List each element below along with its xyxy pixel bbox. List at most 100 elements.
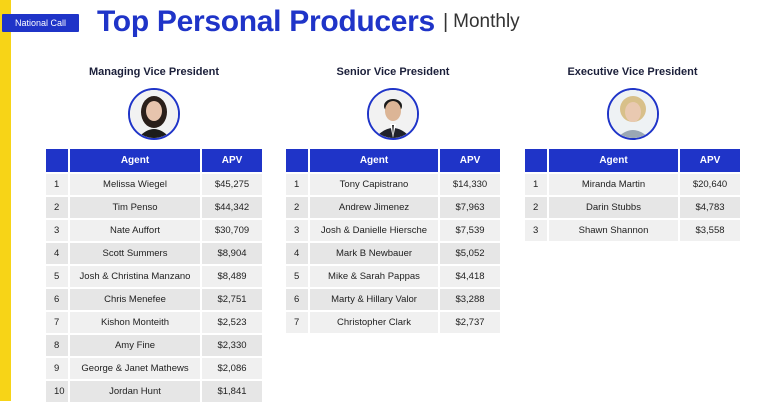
agent-cell: Andrew Jimenez [308,195,439,219]
rank-cell: 2 [525,195,548,219]
apv-cell: $2,751 [200,287,262,311]
table-row: 6 Marty & Hillary Valor $3,288 [286,287,500,311]
table-row: 1 Tony Capistrano $14,330 [286,172,500,196]
apv-cell: $2,330 [200,333,262,357]
apv-cell: $44,342 [200,195,262,219]
agent-cell: Nate Auffort [68,218,201,242]
agent-cell: Chris Menefee [68,287,201,311]
column-heading: Managing Vice President [88,66,219,78]
column-senior-vp: Senior Vice President Agent APV 1 Tony Ca… [286,62,500,333]
apv-cell: $20,640 [678,172,740,196]
apv-header: APV [200,149,262,173]
rank-cell: 3 [286,218,309,242]
avatar [367,88,419,140]
apv-cell: $2,086 [200,356,262,380]
apv-header: APV [678,149,740,173]
table-row: 1 Miranda Martin $20,640 [525,172,740,196]
agent-cell: Mike & Sarah Pappas [308,264,439,288]
apv-cell: $1,841 [200,379,262,402]
column-heading: Senior Vice President [336,66,450,78]
rank-cell: 9 [46,356,69,380]
agent-header: Agent [547,149,679,173]
table-row: 5 Mike & Sarah Pappas $4,418 [286,264,500,288]
title-main: Top Personal Producers [97,5,435,38]
table-row: 8 Amy Fine $2,330 [46,333,262,357]
agent-cell: Melissa Wiegel [68,172,201,196]
apv-cell: $5,052 [438,241,500,265]
apv-cell: $14,330 [438,172,500,196]
accent-bar [0,0,11,401]
apv-cell: $3,288 [438,287,500,311]
table-row: 3 Josh & Danielle Hiersche $7,539 [286,218,500,242]
agent-cell: Tim Penso [68,195,201,219]
table-row: 9 George & Janet Mathews $2,086 [46,356,262,380]
title-separator: | [442,10,449,33]
table-row: 7 Christopher Clark $2,737 [286,310,500,333]
agent-cell: Darin Stubbs [547,195,679,219]
title-subtitle: Monthly [453,11,520,32]
table-row: 5 Josh & Christina Manzano $8,489 [46,264,262,288]
agent-cell: Tony Capistrano [308,172,439,196]
avatar [606,88,659,140]
rank-cell: 1 [286,172,309,196]
agent-header: Agent [68,149,201,173]
rank-cell: 5 [286,264,309,288]
agent-cell: Miranda Martin [547,172,679,196]
rank-cell: 8 [46,333,69,357]
rank-header [525,149,548,173]
apv-cell: $4,783 [678,195,740,219]
page-title: Top Personal Producers | Monthly [97,2,520,42]
agent-cell: Josh & Danielle Hiersche [308,218,439,242]
agent-cell: Kishon Monteith [68,310,201,334]
agent-cell: Marty & Hillary Valor [308,287,439,311]
agent-cell: Shawn Shannon [547,218,679,241]
rank-cell: 3 [46,218,69,242]
rank-cell: 10 [46,379,69,402]
rank-cell: 7 [46,310,69,334]
rank-cell: 1 [46,172,69,196]
apv-cell: $8,489 [200,264,262,288]
table-row: 3 Nate Auffort $30,709 [46,218,262,242]
rank-cell: 7 [286,310,309,333]
rank-header [46,149,69,173]
rank-header [286,149,309,173]
apv-cell: $3,558 [678,218,740,241]
agent-cell: Amy Fine [68,333,201,357]
rank-cell: 2 [286,195,309,219]
rank-cell: 2 [46,195,69,219]
table-row: 1 Melissa Wiegel $45,275 [46,172,262,196]
table-row: 6 Chris Menefee $2,751 [46,287,262,311]
national-call-tag: National Call [2,14,79,32]
column-managing-vp: Managing Vice President Agent APV 1 Melis… [46,62,262,402]
rank-cell: 5 [46,264,69,288]
apv-cell: $30,709 [200,218,262,242]
apv-header: APV [438,149,500,173]
apv-cell: $7,963 [438,195,500,219]
table-row: 2 Tim Penso $44,342 [46,195,262,219]
apv-cell: $7,539 [438,218,500,242]
apv-cell: $8,904 [200,241,262,265]
agent-cell: Josh & Christina Manzano [68,264,201,288]
producers-table: Agent APV 1 Melissa Wiegel $45,275 2 Tim Pen… [46,149,262,402]
apv-cell: $4,418 [438,264,500,288]
agent-cell: Jordan Hunt [68,379,201,402]
rank-cell: 4 [286,241,309,265]
apv-cell: $45,275 [200,172,262,196]
agent-cell: Scott Summers [68,241,201,265]
agent-cell: Mark B Newbauer [308,241,439,265]
apv-cell: $2,737 [438,310,500,333]
agent-header: Agent [308,149,439,173]
producers-table: Agent APV 1 Tony Capistrano $14,330 2 Andrew… [286,149,500,333]
table-row: 3 Shawn Shannon $3,558 [525,218,740,241]
table-row: 2 Darin Stubbs $4,783 [525,195,740,219]
agent-cell: George & Janet Mathews [68,356,201,380]
rank-cell: 6 [286,287,309,311]
table-row: 7 Kishon Monteith $2,523 [46,310,262,334]
rank-cell: 1 [525,172,548,196]
avatar [128,88,180,140]
table-row: 10 Jordan Hunt $1,841 [46,379,262,402]
table-row: 4 Mark B Newbauer $5,052 [286,241,500,265]
apv-cell: $2,523 [200,310,262,334]
table-row: 4 Scott Summers $8,904 [46,241,262,265]
rank-cell: 6 [46,287,69,311]
